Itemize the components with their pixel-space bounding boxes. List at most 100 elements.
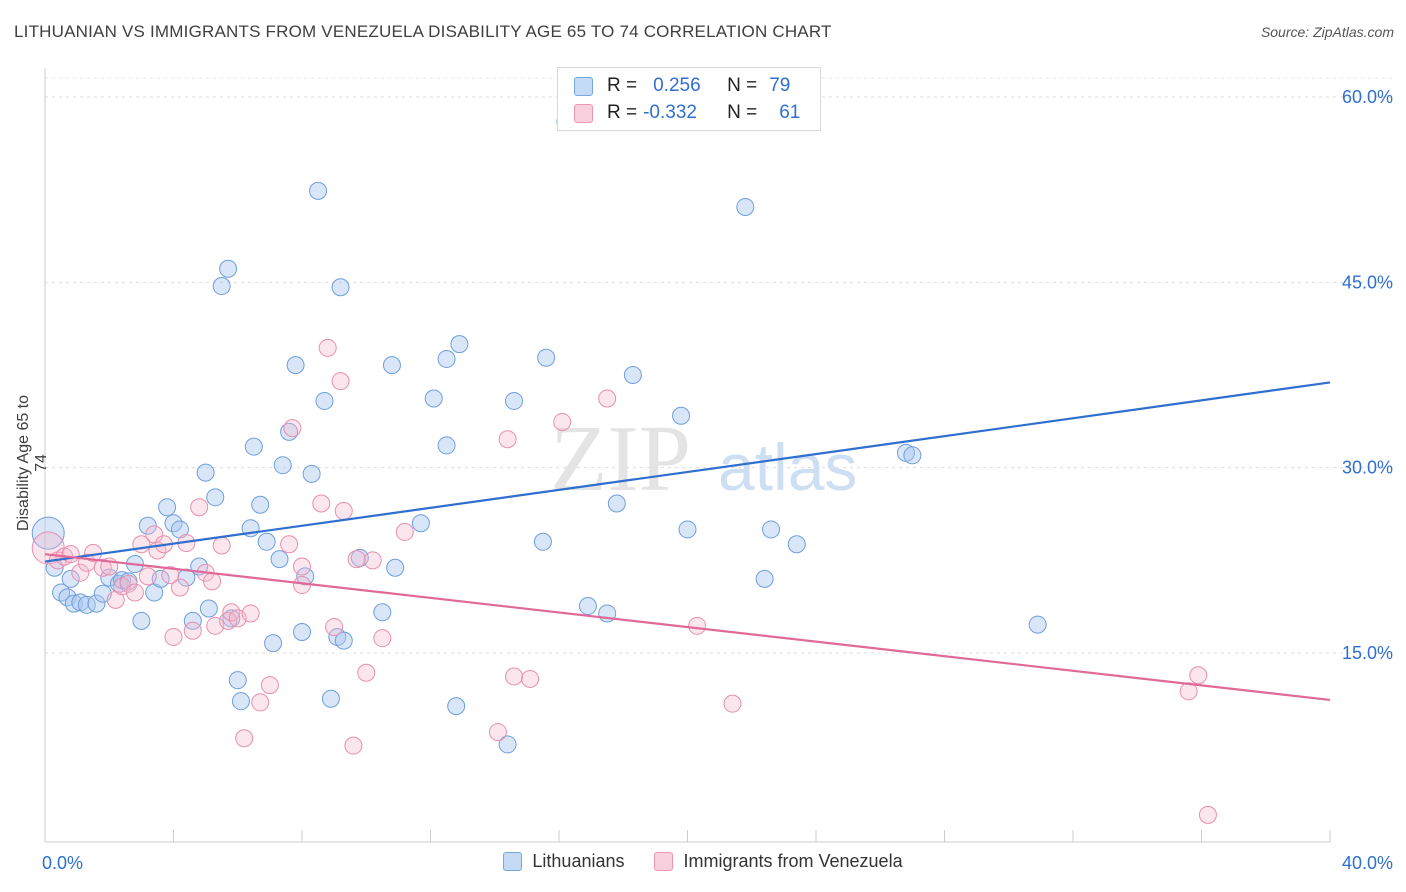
venezuela-point — [395, 522, 414, 541]
lithuanian-point — [382, 356, 401, 375]
lithuanian-point — [1028, 615, 1047, 634]
lithuanian-point — [222, 609, 241, 628]
lithuanian-point — [228, 671, 247, 690]
lithuanian-point — [386, 558, 405, 577]
y-tick-label: 15.0% — [1342, 643, 1393, 663]
venezuela-point — [312, 494, 331, 513]
venezuela-point — [498, 430, 517, 449]
tick-labels: 15.0% 30.0% 45.0% 60.0% 0.0% 40.0% — [42, 87, 1393, 873]
lithuanian-point — [293, 622, 311, 641]
venezuela-point — [164, 627, 183, 646]
lithuanian-point — [578, 597, 597, 616]
venezuela-point — [1179, 682, 1198, 701]
venezuela-point — [203, 572, 222, 591]
lithuanian-point — [450, 335, 469, 354]
lithuanian-point — [533, 532, 552, 551]
lithuanian-point — [270, 550, 289, 569]
stats-legend: R = 0.256 N = 79 R = -0.332 N = 61 — [557, 67, 821, 131]
lithuanian-point — [437, 349, 456, 368]
venezuela-point — [280, 535, 299, 554]
lithuanian-point — [87, 594, 106, 613]
venezuela-point — [325, 618, 344, 637]
lithuanian-point — [623, 366, 642, 384]
lithuanian-point — [219, 259, 238, 278]
venezuela-point — [183, 621, 202, 640]
trend-line-venezuela — [44, 553, 1331, 702]
lithuanian-point — [257, 532, 276, 551]
lithuanian-point — [331, 278, 350, 297]
trend-lines — [44, 381, 1331, 702]
venezuela-point — [235, 729, 254, 748]
lithuanian-point — [309, 181, 328, 200]
venezuela-point — [190, 498, 209, 517]
venezuela-point — [363, 551, 382, 570]
lithuanian-point — [437, 436, 456, 455]
y-tick-label: 60.0% — [1342, 87, 1393, 107]
lithuanian-point — [678, 520, 697, 539]
y-axis-label: Disability Age 65 to 74 — [15, 394, 50, 532]
venezuela-point — [212, 536, 231, 555]
lithuanian-point — [199, 599, 218, 618]
lithuanian-point — [787, 535, 806, 554]
lithuanian-point — [231, 692, 250, 711]
legend-n-value-1: 79 — [769, 75, 791, 96]
venezuela-point — [488, 723, 507, 742]
x-tick-label: 0.0% — [42, 853, 83, 873]
lithuanian-point — [498, 735, 517, 754]
venezuela-point — [505, 667, 524, 686]
venezuela-point — [1198, 805, 1217, 824]
source-label: Source: ZipAtlas.com — [1260, 24, 1394, 40]
lithuanian-point — [196, 463, 215, 482]
venezuela-point — [1189, 666, 1208, 685]
watermark-zip: ZIP — [550, 407, 691, 511]
lithuanian-point — [672, 406, 691, 425]
legend-swatch-pink — [574, 103, 593, 123]
venezuela-point — [553, 412, 572, 431]
venezuela-point — [71, 563, 90, 582]
legend-n-label: N = — [727, 75, 758, 96]
legend-swatch-blue — [574, 76, 593, 96]
lithuanians-points — [31, 112, 1047, 754]
venezuela-point — [251, 693, 270, 712]
lithuanian-point — [736, 197, 755, 216]
venezuela-point — [260, 676, 279, 695]
venezuela-point — [344, 736, 363, 755]
legend-r-value-1: 0.256 — [653, 75, 701, 96]
lithuanian-point — [334, 631, 353, 650]
lithuanian-point — [762, 520, 781, 539]
venezuela-point — [293, 557, 311, 576]
legend-item-venezuela: Immigrants from Venezuela — [654, 851, 903, 872]
legend-n-label: N = — [727, 102, 758, 123]
lithuanian-point — [132, 611, 151, 630]
lithuanian-point — [244, 437, 263, 456]
watermark-atlas: atlas — [718, 430, 857, 504]
venezuela-point — [241, 604, 260, 623]
legend-n-value-2: 61 — [779, 102, 801, 123]
lithuanian-point — [251, 495, 270, 514]
legend-swatch-pink — [654, 852, 674, 871]
venezuela-point — [161, 566, 180, 585]
venezuela-point — [373, 629, 392, 648]
legend-row-lithuanians: R = 0.256 N = 79 — [574, 75, 790, 97]
lithuanian-point — [158, 498, 177, 517]
lithuanian-point — [321, 689, 340, 708]
legend-item-lithuanians: Lithuanians — [503, 851, 624, 872]
lithuanian-point — [212, 277, 231, 296]
chart-title: LITHUANIAN VS IMMIGRANTS FROM VENEZUELA … — [14, 22, 832, 41]
lithuanian-point — [315, 391, 334, 410]
legend-row-venezuela: R = -0.332 N = 61 — [574, 102, 800, 124]
lithuanian-point — [31, 516, 65, 550]
legend-label-lithuanians: Lithuanians — [532, 851, 625, 871]
x-tick-label: 40.0% — [1342, 853, 1393, 873]
legend-r-value-2: -0.332 — [643, 102, 697, 123]
legend-r-label: R = — [607, 102, 638, 123]
venezuela-point — [334, 501, 353, 520]
venezuela-point — [521, 669, 540, 688]
venezuela-point — [61, 545, 80, 564]
trend-line-lithuanians — [44, 381, 1331, 563]
venezuela-point — [93, 558, 112, 577]
lithuanian-point — [77, 595, 96, 614]
lithuanian-point — [505, 391, 524, 410]
venezuela-point — [318, 338, 337, 357]
